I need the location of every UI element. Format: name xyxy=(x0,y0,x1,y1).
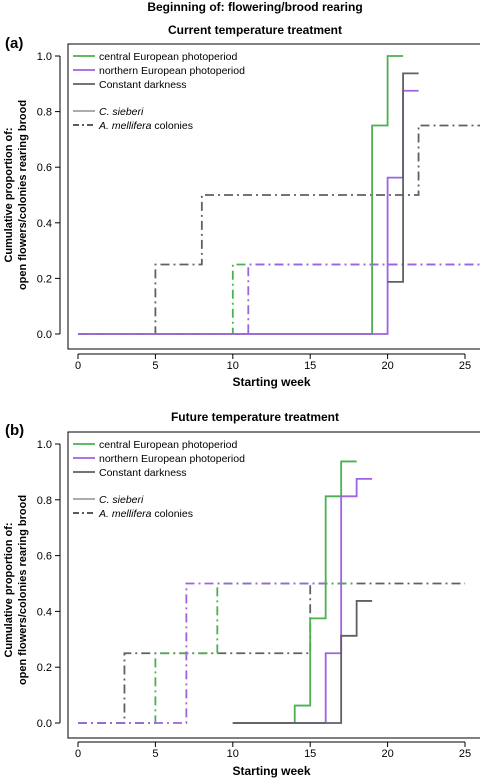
series-plant_northern-b xyxy=(232,477,373,724)
legend-label-central-b: central European photoperiod xyxy=(99,439,238,451)
series-bee_central-b xyxy=(78,582,357,724)
legend-label-darkness-b: Constant darkness xyxy=(99,467,187,479)
x-tick-label-b-20: 20 xyxy=(381,748,393,760)
y-tick-label-a-1: 0.2 xyxy=(37,273,52,285)
legend-label-plant-b: C. sieberi xyxy=(99,494,144,506)
y-tick-label-a-5: 1.0 xyxy=(37,51,52,63)
plot-frame-b xyxy=(67,431,480,739)
y-tick-label-b-1: 0.2 xyxy=(37,662,52,674)
y-tick-label-a-4: 0.8 xyxy=(37,107,52,119)
series-plant_darkness-a xyxy=(387,72,419,283)
legend-label-northern-a: northern European photoperiod xyxy=(99,65,245,77)
panel-label-b: (b) xyxy=(5,422,24,439)
legend-label-bee-suffix-a: colonies xyxy=(152,120,193,132)
y-axis-label-line2-b: open flowers/colonies rearing brood xyxy=(17,495,29,685)
legend-label-northern-b: northern European photoperiod xyxy=(99,453,245,465)
y-tick-label-b-4: 0.8 xyxy=(37,495,52,507)
y-tick-label-b-5: 1.0 xyxy=(37,439,52,451)
legend-label-bee-species-a: A. mellifera xyxy=(98,120,152,132)
legend-label-plant-a: C. sieberi xyxy=(99,106,144,118)
series-bee_northern-b xyxy=(78,582,326,724)
series-bee_northern-a xyxy=(78,263,480,335)
y-tick-label-a-2: 0.4 xyxy=(37,218,52,230)
legend-label-bee-a: A. mellifera colonies xyxy=(98,120,193,132)
x-tick-label-b-10: 10 xyxy=(227,748,239,760)
x-tick-label-b-5: 5 xyxy=(152,748,158,760)
series-bee_central-a xyxy=(78,263,480,335)
series-plant_central-a xyxy=(78,55,404,335)
series-bee_darkness-b xyxy=(78,582,465,724)
legend-label-central-a: central European photoperiod xyxy=(99,51,238,63)
x-tick-label-a-20: 20 xyxy=(381,360,393,372)
y-tick-label-a-0: 0.0 xyxy=(37,329,52,341)
x-tick-label-a-5: 5 xyxy=(152,360,158,372)
series-bee_darkness-a xyxy=(78,124,480,335)
y-axis-label-line1-b: Cumulative proportion of: xyxy=(3,522,15,657)
legend-label-bee-species-b: A. mellifera xyxy=(98,508,152,520)
panel-a: (a) Current temperature treatment 0 5 10 15 20… xyxy=(5,23,480,389)
legend-label-bee-b: A. mellifera colonies xyxy=(98,508,193,520)
x-axis-label-b: Starting week xyxy=(232,764,310,778)
panel-title-a: Current temperature treatment xyxy=(168,23,342,37)
figure-title: Beginning of: flowering/brood rearing xyxy=(147,0,362,14)
x-tick-label-a-25: 25 xyxy=(459,360,471,372)
x-tick-label-b-25: 25 xyxy=(459,748,471,760)
legend-label-bee-suffix-b: colonies xyxy=(152,508,193,520)
panel-title-b: Future temperature treatment xyxy=(171,410,339,424)
panel-label-a: (a) xyxy=(5,35,23,52)
x-tick-label-b-0: 0 xyxy=(75,748,81,760)
x-tick-label-b-15: 15 xyxy=(304,748,316,760)
y-tick-label-b-2: 0.4 xyxy=(37,606,52,618)
series-plant_northern-a xyxy=(78,89,419,335)
plot-frame-a xyxy=(67,43,480,350)
series-plant_darkness-b xyxy=(232,600,373,724)
x-tick-label-a-0: 0 xyxy=(75,360,81,372)
x-tick-label-a-15: 15 xyxy=(304,360,316,372)
x-axis-label-a: Starting week xyxy=(232,375,310,389)
y-tick-label-b-0: 0.0 xyxy=(37,718,52,730)
y-axis-label-line2-a: open flowers/colonies rearing brood xyxy=(17,100,29,290)
x-tick-label-a-10: 10 xyxy=(227,360,239,372)
y-axis-label-line1-a: Cumulative proportion of: xyxy=(3,127,15,262)
legend-label-darkness-a: Constant darkness xyxy=(99,79,187,91)
y-tick-label-b-3: 0.6 xyxy=(37,551,52,563)
y-tick-label-a-3: 0.6 xyxy=(37,162,52,174)
series-plant_central-b xyxy=(232,460,357,724)
panel-b: (b) Future temperature treatment 0 5 10 15 20 2… xyxy=(5,410,480,778)
